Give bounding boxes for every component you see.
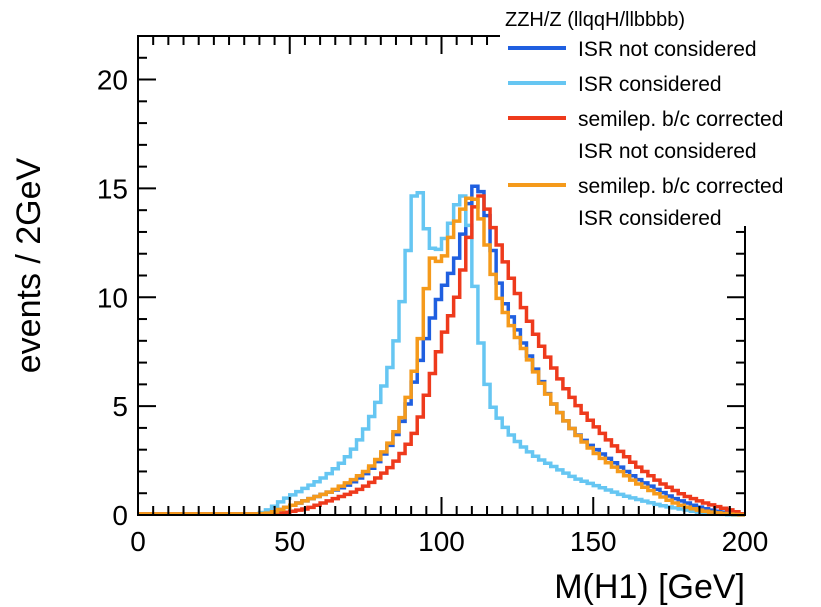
legend-label-4: ISR considered bbox=[578, 207, 722, 230]
legend-label-3: semilep. b/c corrected bbox=[578, 108, 783, 131]
x-tick-label: 50 bbox=[274, 526, 305, 557]
legend-title: ZZH/Z (llqqH/llbbbb) bbox=[505, 9, 685, 31]
x-tick-label: 150 bbox=[570, 526, 617, 557]
y-tick-label: 20 bbox=[97, 65, 128, 96]
x-tick-label: 200 bbox=[722, 526, 769, 557]
legend-label-3: ISR not considered bbox=[578, 140, 757, 163]
y-axis-label: events / 2GeV bbox=[10, 157, 48, 373]
x-tick-label: 0 bbox=[130, 526, 146, 557]
y-tick-label: 10 bbox=[97, 282, 128, 313]
legend-label-1: ISR not considered bbox=[578, 38, 757, 61]
x-tick-label: 100 bbox=[418, 526, 465, 557]
x-axis-label: M(H1) [GeV] bbox=[554, 568, 745, 606]
y-tick-label: 0 bbox=[112, 500, 128, 531]
legend-label-4: semilep. b/c corrected bbox=[578, 175, 783, 198]
series-line-2 bbox=[138, 191, 745, 517]
y-tick-label: 15 bbox=[97, 173, 128, 204]
legend: ZZH/Z (llqqH/llbbbb) ISR not considered IS… bbox=[505, 9, 783, 230]
legend-label-2: ISR considered bbox=[578, 73, 722, 96]
tick-labels-layer: 0 50 100 150 200 0 5 10 15 20 bbox=[97, 65, 769, 557]
y-tick-label: 5 bbox=[112, 391, 128, 422]
legend-background bbox=[500, 4, 820, 226]
series-line-3 bbox=[138, 194, 745, 516]
series-layer bbox=[138, 184, 745, 517]
